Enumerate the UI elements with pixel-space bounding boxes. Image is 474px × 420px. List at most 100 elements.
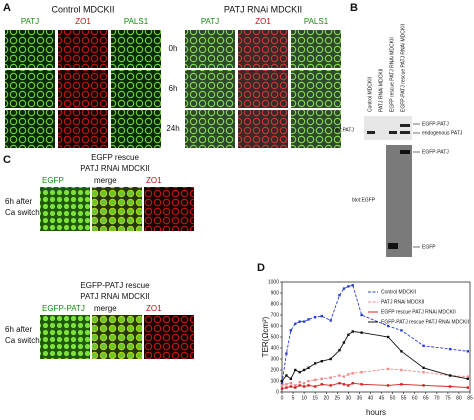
point [285, 383, 288, 386]
point [313, 362, 317, 365]
point [422, 371, 425, 374]
point [422, 384, 425, 387]
column-label: PATJ [21, 17, 39, 26]
band [389, 131, 397, 134]
row-label: 0h [169, 44, 178, 53]
panel-label: B [350, 2, 358, 14]
point [400, 350, 403, 353]
x-tick-label: 15 [312, 395, 318, 401]
x-tick-label: 75 [445, 395, 451, 401]
point [422, 366, 425, 369]
subpanel-title: PATJ RNAi MDCKII [80, 164, 149, 173]
blot-label: blot:EGFP [352, 197, 376, 203]
lane-label: EGFP rescue PATJ RNAi MDCKII [389, 37, 395, 112]
micrograph [185, 110, 235, 148]
band [400, 131, 410, 134]
column-label: ZO1 [146, 176, 162, 185]
point [302, 320, 306, 323]
point [351, 284, 354, 287]
column-label: PATJ [201, 17, 219, 26]
column-label: ZO1 [255, 17, 271, 26]
point [313, 378, 317, 382]
micrograph [291, 110, 341, 148]
point [360, 371, 363, 374]
point [347, 333, 350, 336]
point [351, 372, 354, 375]
x-tick-label: 35 [357, 395, 363, 401]
micrograph [185, 30, 235, 68]
y-tick-label: 300 [271, 356, 280, 362]
point [466, 350, 469, 353]
point [448, 347, 452, 351]
point [298, 384, 301, 387]
point [351, 330, 354, 333]
point [347, 384, 350, 387]
x-tick-label: 60 [412, 395, 418, 401]
point [289, 329, 293, 332]
point [280, 379, 284, 383]
micrograph [40, 187, 90, 231]
point [280, 384, 284, 387]
panel-label: D [257, 262, 265, 274]
point [400, 368, 403, 372]
x-tick-label: 30 [346, 395, 352, 401]
point [320, 314, 324, 318]
point [386, 367, 390, 371]
point [400, 383, 403, 386]
y-tick-label: 400 [271, 345, 280, 351]
point [422, 344, 425, 347]
micrograph [111, 70, 161, 108]
point [400, 329, 403, 332]
point [298, 320, 301, 323]
column-label: ZO1 [146, 304, 162, 313]
x-tick-label: 40 [368, 395, 374, 401]
point [347, 373, 350, 376]
x-tick-label: 10 [301, 395, 307, 401]
legend-label: EGFP rescue PATJ RNAi MDCKII [381, 309, 456, 315]
point [289, 385, 293, 388]
column-label: merge [94, 304, 117, 313]
series-line [281, 284, 468, 384]
x-tick-label: 5 [292, 395, 295, 401]
series-line [281, 368, 468, 386]
lane-label: PATJ RNAi MDCKII [378, 69, 384, 112]
point [342, 287, 346, 290]
point [294, 322, 297, 325]
point [307, 366, 310, 369]
blot [364, 116, 412, 140]
point [360, 331, 363, 334]
x-axis-label: hours [366, 408, 386, 417]
legend-label: PATJ RNAi MDCKII [381, 299, 424, 305]
point [313, 316, 317, 319]
point [386, 335, 390, 339]
point [466, 377, 469, 380]
row-label: 24h [166, 124, 179, 133]
point [320, 377, 324, 380]
condition-label: 6h after [5, 325, 32, 334]
point [298, 371, 301, 374]
point [289, 382, 293, 385]
group-title: Control MDCKII [51, 4, 114, 14]
micrograph [185, 70, 235, 108]
micrograph [5, 110, 55, 148]
series-line [281, 382, 468, 390]
column-label: PALS1 [304, 17, 329, 26]
band-label: EGFP-PATJ [422, 149, 449, 155]
condition-label: Ca switch [5, 336, 40, 345]
point [342, 375, 346, 378]
lane-label: Control MDCKII [367, 77, 373, 112]
micrograph [291, 30, 341, 68]
point [302, 368, 306, 372]
x-tick-label: 70 [434, 395, 440, 401]
legend-label: Control MDCKII [381, 289, 416, 295]
point [285, 352, 288, 355]
point [289, 377, 293, 380]
y-tick-label: 1000 [268, 279, 279, 285]
point [329, 376, 332, 379]
micrograph [144, 315, 194, 359]
point [285, 374, 288, 377]
subpanel-title: EGFP-PATJ rescue [80, 281, 150, 290]
point [338, 382, 341, 385]
plot-frame [281, 281, 471, 393]
